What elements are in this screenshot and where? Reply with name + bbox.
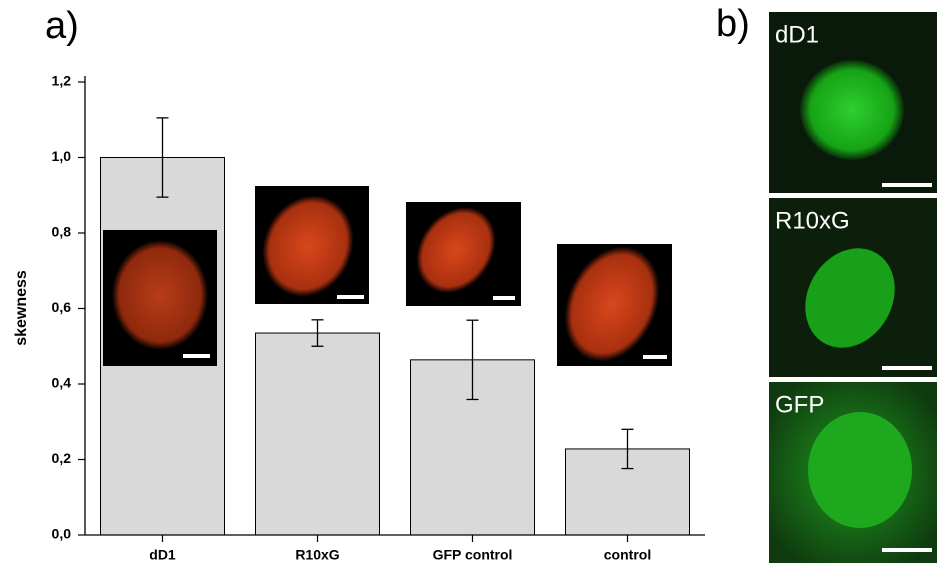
inset-image: [103, 230, 217, 366]
y-tick-label: 0,4: [52, 375, 72, 391]
y-tick-label: 0,6: [52, 299, 72, 315]
y-tick-label: 0,8: [52, 224, 72, 240]
bar: [256, 333, 380, 535]
y-tick-label: 1,0: [52, 148, 72, 164]
y-axis-label: skewness: [13, 270, 30, 346]
micrograph-label: dD1: [775, 21, 819, 48]
inset-image: [246, 180, 370, 311]
micrograph-label: R10xG: [775, 207, 850, 234]
figure: a) b) skewness 0,0 0,2 0,4 0,6 0,8 1,0 1,2 dD1 R…: [0, 0, 937, 565]
inset-image: [400, 192, 521, 309]
scale-bar: [882, 548, 932, 552]
panel-label: a): [45, 5, 79, 47]
x-tick-label: GFP control: [433, 547, 513, 563]
nucleus: [800, 60, 904, 160]
y-tick-label: 0,2: [52, 450, 72, 466]
x-tick-label: control: [604, 547, 651, 563]
scale-bar: [882, 366, 932, 370]
panel-label: b): [716, 3, 750, 45]
nucleus: [808, 412, 912, 528]
y-tick-label: 1,2: [52, 73, 72, 89]
scale-bar: [882, 183, 932, 187]
micrograph-label: GFP: [775, 391, 824, 418]
micrographs: dD1 R10xG GFP: [769, 12, 937, 563]
y-tick-label: 0,0: [52, 526, 72, 542]
x-tick-label: R10xG: [295, 547, 339, 563]
x-tick-label: dD1: [149, 547, 176, 563]
inset-image: [547, 231, 677, 377]
